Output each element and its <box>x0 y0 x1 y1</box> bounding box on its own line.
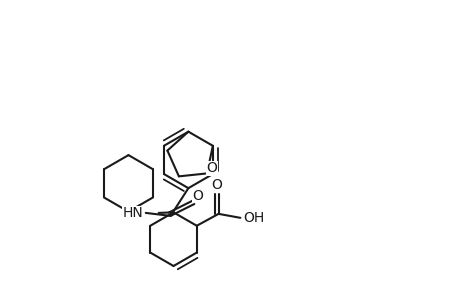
Text: O: O <box>206 161 217 176</box>
Text: O: O <box>211 178 222 192</box>
Text: HN: HN <box>122 206 143 220</box>
Text: O: O <box>191 189 202 203</box>
Text: OH: OH <box>243 211 264 225</box>
